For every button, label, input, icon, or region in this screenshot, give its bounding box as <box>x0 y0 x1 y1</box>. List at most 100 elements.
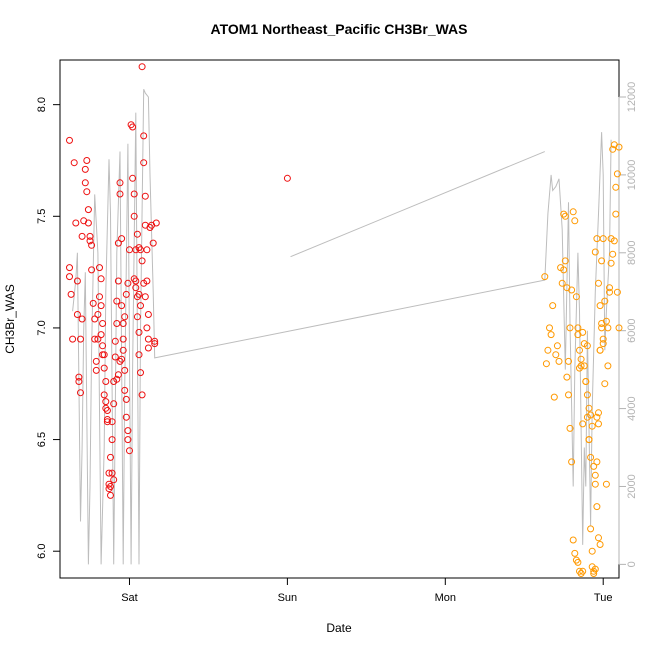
data-point-series-1 <box>116 179 124 187</box>
data-point-series-1 <box>140 132 148 140</box>
data-point-series-2 <box>561 212 569 220</box>
data-point-series-2 <box>574 558 582 566</box>
data-point-series-1 <box>77 335 84 343</box>
data-point-series-2 <box>588 422 596 430</box>
data-point-series-2 <box>612 210 620 218</box>
data-point-series-1 <box>88 241 96 249</box>
y-tick-label: 8.0 <box>36 97 48 112</box>
data-point-series-2 <box>613 288 621 296</box>
y-tick-label: 7.5 <box>36 209 48 224</box>
data-point-series-1 <box>66 273 73 281</box>
data-point-series-1 <box>135 351 143 359</box>
data-point-series-1 <box>107 491 114 499</box>
x-tick-label: Mon <box>435 592 456 604</box>
data-point-series-1 <box>86 237 94 245</box>
data-point-series-2 <box>546 324 553 332</box>
data-point-series-2 <box>596 541 604 548</box>
data-point-series-2 <box>571 549 579 557</box>
data-point-series-1 <box>113 320 121 327</box>
data-point-series-2 <box>604 362 612 370</box>
data-point-series-2 <box>612 183 620 191</box>
data-point-series-1 <box>114 371 122 379</box>
data-point-series-2 <box>569 536 577 544</box>
data-point-series-1 <box>122 413 130 421</box>
data-point-series-2 <box>602 480 610 488</box>
data-point-series-1 <box>140 159 148 167</box>
data-point-series-2 <box>569 208 577 216</box>
data-point-series-2 <box>574 324 582 332</box>
data-point-series-1 <box>96 264 103 272</box>
data-point-series-2 <box>558 279 566 287</box>
data-point-series-1 <box>121 313 129 321</box>
data-point-series-1 <box>69 335 77 343</box>
data-point-series-1 <box>83 157 91 164</box>
x-tick-label: Tue <box>594 592 613 604</box>
data-point-series-1 <box>72 219 80 227</box>
y2-tick-label: 6000 <box>626 318 638 342</box>
data-point-series-2 <box>566 324 574 332</box>
data-point-series-2 <box>588 547 596 555</box>
data-point-series-1 <box>66 136 73 144</box>
data-point-series-1 <box>124 436 132 444</box>
data-point-series-1 <box>111 337 119 345</box>
data-point-series-1 <box>119 320 127 327</box>
data-point-series-2 <box>590 567 598 575</box>
data-point-series-1 <box>151 337 159 345</box>
data-point-series-2 <box>568 458 576 466</box>
data-point-series-1 <box>105 469 113 477</box>
data-point-series-1 <box>73 311 81 318</box>
data-point-series-2 <box>595 420 602 428</box>
data-point-series-1 <box>89 299 97 307</box>
x-axis: Sat Sun Mon Tue <box>121 577 613 604</box>
altitude-line-group <box>72 89 612 565</box>
data-point-series-1 <box>73 277 81 285</box>
data-point-series-1 <box>91 335 99 343</box>
y2-tick-label: 2000 <box>626 474 638 498</box>
data-point-series-1 <box>121 366 129 374</box>
data-point-series-2 <box>595 279 602 287</box>
data-point-series-2 <box>560 210 568 218</box>
data-point-series-2 <box>583 391 591 399</box>
data-point-series-2 <box>591 248 599 256</box>
data-point-series-1 <box>114 277 122 285</box>
data-point-series-1 <box>97 302 105 310</box>
data-point-series-1 <box>92 366 100 374</box>
data-point-series-2 <box>572 293 580 301</box>
data-point-series-1 <box>102 378 110 385</box>
data-point-series-2 <box>579 567 587 575</box>
data-point-series-2 <box>601 380 609 388</box>
altitude-line-segment <box>290 151 545 258</box>
data-point-series-2 <box>613 170 621 178</box>
data-point-series-1 <box>124 427 132 435</box>
data-point-series-1 <box>102 398 110 406</box>
data-point-series-1 <box>122 290 130 298</box>
data-point-series-1 <box>67 290 75 298</box>
data-point-series-1 <box>126 447 133 455</box>
data-point-series-2 <box>596 302 604 310</box>
data-point-series-1 <box>84 219 92 227</box>
data-point-series-2 <box>599 235 607 243</box>
data-point-series-1 <box>137 246 144 254</box>
data-point-series-2 <box>542 360 550 368</box>
data-point-series-2 <box>553 342 561 350</box>
data-point-series-1 <box>126 246 133 254</box>
data-point-series-1 <box>132 284 140 292</box>
data-point-series-2 <box>547 331 555 339</box>
data-point-series-2 <box>615 324 623 332</box>
data-point-series-2 <box>555 357 563 365</box>
data-point-series-1 <box>130 190 138 198</box>
data-point-series-2 <box>590 570 598 577</box>
data-point-series-1 <box>99 320 107 327</box>
data-point-series-2 <box>596 346 604 354</box>
data-point-series-1 <box>100 391 108 399</box>
data-point-series-1 <box>152 219 160 227</box>
data-point-series-1 <box>84 206 92 214</box>
data-point-series-1 <box>77 389 84 397</box>
data-point-series-1 <box>113 375 121 383</box>
data-point-series-2 <box>583 342 591 350</box>
data-point-series-1 <box>94 311 102 318</box>
data-point-series-2 <box>563 284 571 292</box>
data-point-series-2 <box>610 237 618 245</box>
data-point-series-1 <box>135 328 143 336</box>
